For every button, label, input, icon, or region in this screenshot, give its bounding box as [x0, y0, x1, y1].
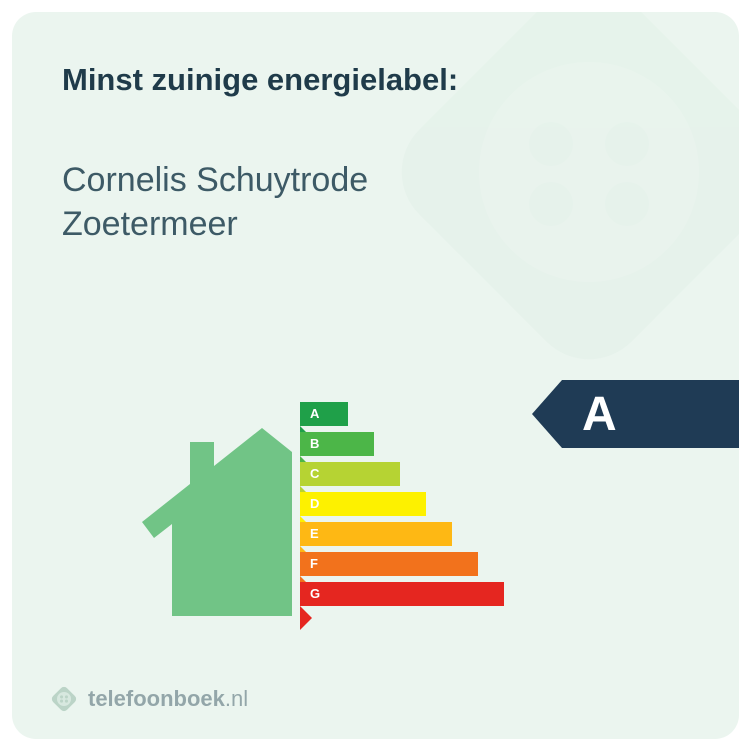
address-block: Cornelis Schuytrode Zoetermeer	[62, 158, 689, 246]
energy-label-card: Minst zuinige energielabel: Cornelis Sch…	[12, 12, 739, 739]
address-line-1: Cornelis Schuytrode	[62, 158, 689, 202]
card-title: Minst zuinige energielabel:	[62, 62, 689, 98]
card-content: Minst zuinige energielabel: Cornelis Sch…	[12, 12, 739, 739]
address-line-2: Zoetermeer	[62, 202, 689, 246]
